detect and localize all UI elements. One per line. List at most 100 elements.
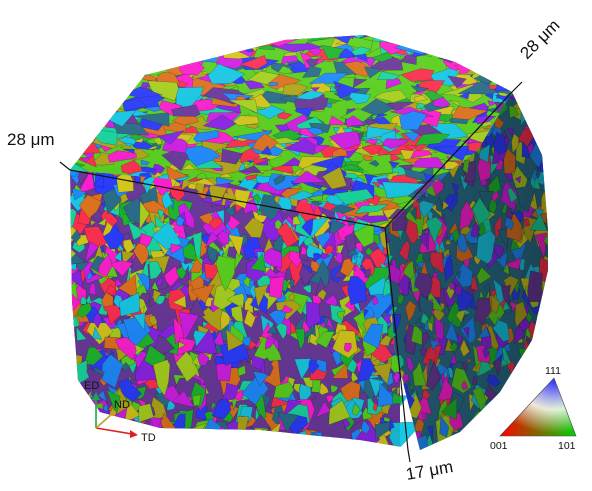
grain xyxy=(410,35,429,44)
grain xyxy=(544,124,548,145)
grain xyxy=(128,38,169,56)
grain xyxy=(145,442,169,450)
grain xyxy=(255,35,266,36)
grain xyxy=(72,101,107,114)
grain xyxy=(70,149,79,162)
grain xyxy=(470,419,476,434)
grain xyxy=(487,69,500,75)
grain xyxy=(65,450,70,458)
td-axis-label: TD xyxy=(141,432,156,444)
grain xyxy=(536,436,548,450)
dimension-label-vertical: 17 μm xyxy=(404,457,454,484)
grain xyxy=(543,327,548,349)
grain xyxy=(551,106,559,123)
grain xyxy=(103,63,138,80)
grain xyxy=(241,434,256,450)
grain xyxy=(123,60,153,77)
grain xyxy=(521,370,530,401)
grain xyxy=(85,446,93,450)
grain xyxy=(496,70,512,84)
grain xyxy=(494,35,512,39)
grain xyxy=(111,438,132,450)
grain xyxy=(72,82,84,86)
grain xyxy=(204,445,211,450)
grain xyxy=(70,221,71,234)
grain xyxy=(489,42,505,49)
grain xyxy=(416,38,425,42)
grain xyxy=(155,46,171,52)
grain xyxy=(551,157,558,168)
grain xyxy=(244,435,253,446)
ipf-label-101: 101 xyxy=(558,440,576,452)
grain xyxy=(368,445,379,450)
grain xyxy=(535,438,548,450)
grain xyxy=(139,448,148,450)
grain xyxy=(494,39,512,49)
grain xyxy=(536,444,548,450)
bounding-box xyxy=(59,81,523,463)
grain xyxy=(463,54,488,66)
grain xyxy=(97,36,111,44)
grain xyxy=(155,48,191,60)
grain xyxy=(482,405,494,420)
grain xyxy=(534,321,544,333)
grain xyxy=(368,35,398,37)
grain xyxy=(540,93,548,111)
grain xyxy=(166,446,180,450)
grain xyxy=(153,40,168,49)
grain xyxy=(70,422,77,437)
grain xyxy=(185,452,208,471)
grain xyxy=(72,434,93,450)
grain xyxy=(365,35,396,39)
grain xyxy=(480,48,500,59)
grain xyxy=(72,35,89,43)
grain xyxy=(472,429,481,445)
grain xyxy=(359,442,370,450)
grain xyxy=(159,426,168,436)
box-edge-side-top xyxy=(384,91,513,229)
grain xyxy=(264,431,287,450)
grain xyxy=(150,453,168,472)
grain xyxy=(542,330,548,349)
grain xyxy=(448,39,463,46)
grain xyxy=(528,355,537,373)
grain xyxy=(88,61,124,82)
grain xyxy=(53,326,66,341)
grain xyxy=(70,416,80,446)
grain xyxy=(70,137,80,157)
grain xyxy=(355,444,371,450)
grain xyxy=(527,368,535,383)
grain xyxy=(451,47,468,56)
grain xyxy=(223,430,240,450)
grain xyxy=(324,436,336,449)
grain xyxy=(99,427,114,450)
grain xyxy=(499,406,507,418)
front-face-shade xyxy=(70,170,400,450)
grain xyxy=(544,92,548,112)
grain xyxy=(441,49,453,56)
grain xyxy=(70,350,74,370)
grain xyxy=(101,80,121,90)
grain xyxy=(83,101,112,115)
grain xyxy=(70,133,74,144)
grain xyxy=(83,26,99,35)
grain xyxy=(247,444,265,450)
grain xyxy=(167,49,183,55)
grain xyxy=(70,400,80,420)
grain xyxy=(540,309,547,320)
grain xyxy=(164,431,189,450)
grain xyxy=(117,66,130,73)
grain xyxy=(330,443,352,450)
grain xyxy=(150,442,181,450)
grain xyxy=(535,92,548,112)
grain xyxy=(192,435,211,450)
grain xyxy=(224,42,241,51)
grain xyxy=(74,79,100,93)
grain xyxy=(132,49,150,58)
grain xyxy=(324,35,336,38)
grain xyxy=(175,440,191,450)
grain xyxy=(516,379,534,403)
grain xyxy=(309,443,324,450)
grain xyxy=(71,453,77,460)
grain xyxy=(89,61,103,69)
